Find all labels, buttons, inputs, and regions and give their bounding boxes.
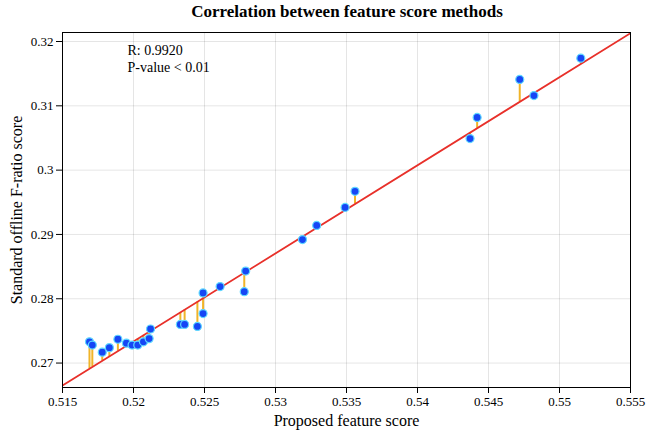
svg-text:0.31: 0.31 bbox=[31, 98, 54, 113]
svg-text:0.55: 0.55 bbox=[548, 394, 571, 409]
svg-text:0.555: 0.555 bbox=[616, 394, 645, 409]
svg-text:0.545: 0.545 bbox=[474, 394, 503, 409]
svg-text:Proposed feature score: Proposed feature score bbox=[274, 412, 420, 430]
svg-text:0.28: 0.28 bbox=[31, 291, 54, 306]
svg-text:0.29: 0.29 bbox=[31, 227, 54, 242]
html-text:Correlation between feature sc: Correlation between feature score method… bbox=[191, 2, 503, 21]
svg-text:R: 0.9920P-value < 0.01: R: 0.9920P-value < 0.01 bbox=[128, 43, 210, 76]
svg-text:0.52: 0.52 bbox=[122, 394, 145, 409]
svg-text:0.53: 0.53 bbox=[264, 394, 287, 409]
svg-text:0.27: 0.27 bbox=[31, 355, 54, 370]
svg-text:0.3: 0.3 bbox=[37, 162, 53, 177]
svg-text:Standard offline F-ratio score: Standard offline F-ratio score bbox=[8, 116, 25, 305]
svg-text:0.535: 0.535 bbox=[332, 394, 361, 409]
svg-text:0.54: 0.54 bbox=[406, 394, 429, 409]
svg-text:0.32: 0.32 bbox=[31, 34, 54, 49]
svg-text:0.515: 0.515 bbox=[48, 394, 77, 409]
svg-text:0.525: 0.525 bbox=[190, 394, 219, 409]
